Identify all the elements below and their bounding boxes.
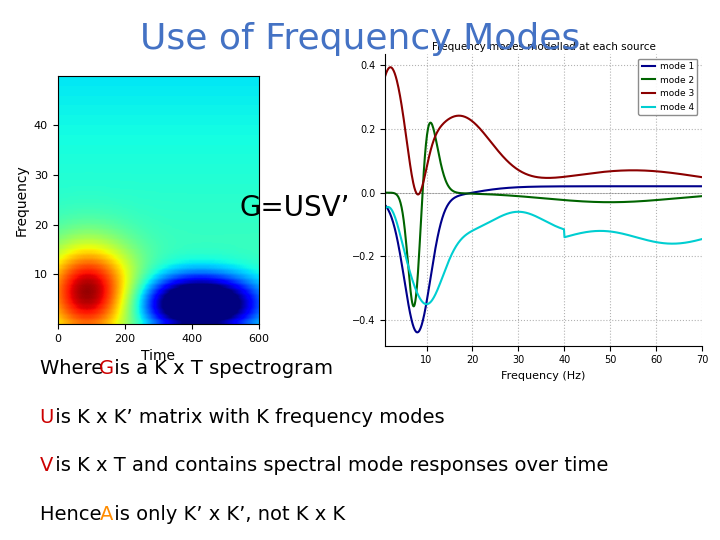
mode 3	[438, 122, 446, 128]
mode 3	[698, 174, 706, 180]
Line: mode 4: mode 4	[385, 207, 702, 304]
Text: is K x T and contains spectral mode responses over time: is K x T and contains spectral mode resp…	[49, 456, 608, 475]
mode 4	[438, 274, 446, 281]
Y-axis label: Frequency: Frequency	[14, 164, 28, 235]
mode 1	[568, 183, 577, 190]
Text: A: A	[99, 505, 113, 524]
X-axis label: Frequency (Hz): Frequency (Hz)	[501, 371, 586, 381]
Line: mode 3: mode 3	[385, 68, 702, 194]
Title: Frequency modes modelled at each source: Frequency modes modelled at each source	[432, 42, 655, 52]
Text: Where: Where	[40, 359, 109, 378]
mode 4	[621, 231, 629, 238]
mode 1	[620, 183, 629, 190]
mode 4	[381, 205, 390, 212]
mode 2	[410, 303, 418, 309]
Text: G: G	[99, 359, 114, 378]
mode 4	[569, 232, 577, 238]
mode 1	[381, 202, 390, 208]
mode 3	[381, 73, 390, 79]
Legend: mode 1, mode 2, mode 3, mode 4: mode 1, mode 2, mode 3, mode 4	[638, 58, 698, 115]
Text: is K x K’ matrix with K frequency modes: is K x K’ matrix with K frequency modes	[49, 408, 444, 427]
Text: Use of Frequency Modes: Use of Frequency Modes	[140, 22, 580, 56]
mode 1	[698, 183, 706, 190]
mode 3	[526, 172, 534, 179]
mode 1	[438, 217, 446, 223]
Text: is a K x T spectrogram: is a K x T spectrogram	[108, 359, 333, 378]
mode 2	[526, 194, 534, 200]
mode 4	[526, 211, 534, 217]
mode 2	[593, 199, 602, 205]
Text: is only K’ x K’, not K x K: is only K’ x K’, not K x K	[108, 505, 345, 524]
mode 2	[438, 167, 446, 173]
mode 3	[464, 115, 472, 122]
mode 2	[698, 193, 706, 199]
mode 4	[464, 231, 472, 237]
Text: G=USV’: G=USV’	[240, 194, 351, 222]
mode 3	[593, 169, 602, 176]
mode 2	[464, 190, 472, 197]
mode 4	[593, 228, 602, 234]
mode 1	[463, 191, 472, 197]
mode 4	[384, 204, 392, 210]
mode 2	[569, 198, 577, 204]
X-axis label: Time: Time	[141, 349, 176, 363]
mode 1	[525, 184, 534, 190]
Text: U: U	[40, 408, 54, 427]
Text: V: V	[40, 456, 53, 475]
mode 3	[569, 172, 577, 179]
mode 2	[381, 190, 390, 196]
mode 4	[422, 301, 431, 307]
Line: mode 1: mode 1	[385, 186, 702, 332]
Text: Hence: Hence	[40, 505, 107, 524]
mode 3	[621, 167, 629, 174]
mode 3	[386, 64, 395, 71]
Line: mode 2: mode 2	[385, 123, 702, 306]
mode 4	[698, 236, 706, 242]
mode 3	[414, 191, 423, 198]
mode 2	[621, 199, 629, 205]
mode 1	[593, 183, 602, 190]
mode 1	[413, 329, 422, 335]
mode 2	[426, 119, 435, 126]
